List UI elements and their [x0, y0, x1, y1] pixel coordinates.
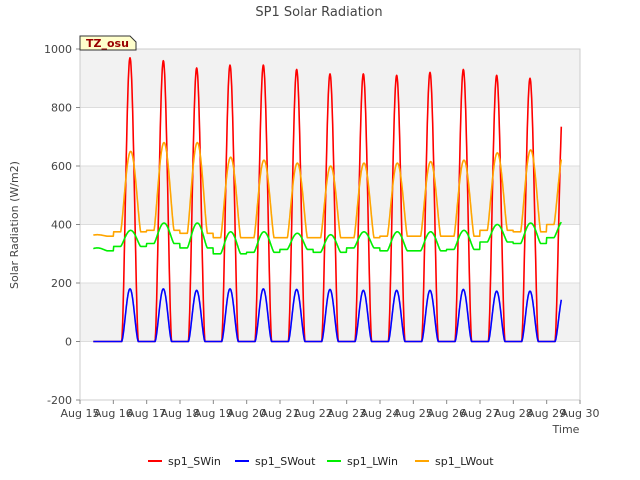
- x-tick-label: Aug 15: [61, 407, 100, 420]
- x-tick-label: Aug 20: [227, 407, 266, 420]
- plot-band: [80, 283, 580, 342]
- x-tick-label: Aug 23: [327, 407, 366, 420]
- plot-band: [80, 107, 580, 166]
- x-tick-label: Aug 29: [527, 407, 566, 420]
- series-line-sp1_SWout: [92, 288, 563, 343]
- badge-text: TZ_osu: [86, 37, 129, 50]
- y-tick-label: 600: [51, 160, 72, 173]
- timezone-badge: TZ_osu: [79, 35, 137, 51]
- legend-label: sp1_SWin: [168, 455, 221, 468]
- chart-title: SP1 Solar Radiation: [255, 5, 382, 20]
- legend-label: sp1_SWout: [255, 455, 316, 468]
- x-tick-label: Aug 28: [494, 407, 533, 420]
- y-tick-label: -200: [47, 394, 72, 407]
- x-tick-label: Aug 18: [161, 407, 200, 420]
- legend: sp1_SWin sp1_SWout sp1_LWin sp1_LWout: [148, 455, 494, 468]
- y-tick-label: 400: [51, 219, 72, 232]
- series-line-sp1_LWout: [92, 141, 563, 239]
- x-tick-label: Aug 19: [194, 407, 233, 420]
- x-tick-label: Aug 17: [127, 407, 166, 420]
- series-line-sp1_LWin: [92, 221, 562, 255]
- legend-label: sp1_LWout: [435, 455, 494, 468]
- plot-band: [80, 166, 580, 225]
- y-axis-label: Solar Radiation (W/m2): [8, 161, 21, 289]
- x-tick-label: Aug 22: [294, 407, 333, 420]
- x-tick-label: Aug 27: [461, 407, 500, 420]
- x-tick-label: Aug 21: [261, 407, 300, 420]
- x-tick-label: Aug 30: [561, 407, 600, 420]
- y-tick-label: 0: [65, 336, 72, 349]
- y-axis-ticks: -200 0 200 400 600 800 1000: [44, 43, 80, 407]
- x-tick-label: Aug 26: [427, 407, 466, 420]
- x-tick-label: Aug 25: [394, 407, 433, 420]
- legend-label: sp1_LWin: [347, 455, 398, 468]
- plot-band: [80, 341, 580, 400]
- y-tick-label: 800: [51, 102, 72, 115]
- x-tick-label: Aug 24: [361, 407, 400, 420]
- y-tick-label: 1000: [44, 43, 72, 56]
- x-axis-label: Time: [552, 423, 580, 436]
- series-layer: [92, 57, 563, 343]
- x-tick-label: Aug 16: [94, 407, 133, 420]
- plot-band: [80, 224, 580, 283]
- badge-shape: [79, 35, 137, 51]
- y-tick-label: 200: [51, 277, 72, 290]
